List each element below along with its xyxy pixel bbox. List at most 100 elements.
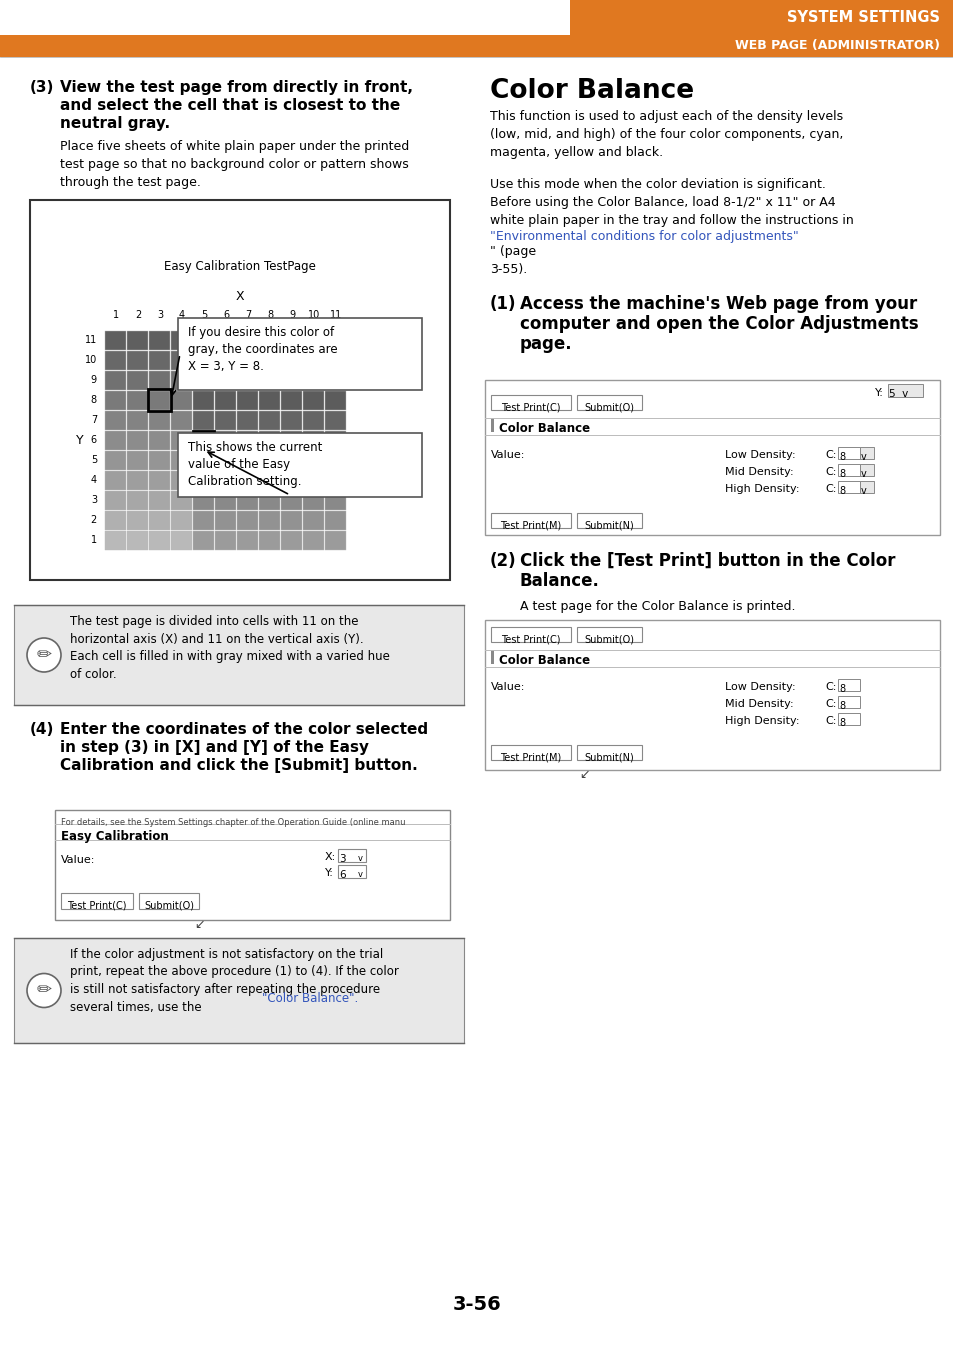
Text: Low Density:: Low Density: (724, 450, 795, 460)
Bar (837, 697, 859, 707)
Text: 7: 7 (245, 310, 251, 320)
Bar (859, 464, 873, 477)
Bar (258, 351, 280, 370)
Text: 9: 9 (289, 310, 294, 320)
Bar (325, 331, 346, 350)
Text: 3: 3 (338, 855, 345, 864)
Text: If the color adjustment is not satisfactory on the trial
print, repeat the above: If the color adjustment is not satisfact… (70, 948, 398, 1014)
Bar (214, 410, 236, 431)
Bar (171, 370, 193, 390)
Text: v: v (357, 855, 363, 863)
Text: Balance.: Balance. (519, 572, 599, 590)
Text: 4: 4 (179, 310, 185, 320)
Bar (577, 745, 641, 760)
Bar (193, 331, 214, 350)
Bar (258, 510, 280, 531)
Bar (325, 370, 346, 390)
Text: " (page
3-55).: " (page 3-55). (490, 244, 536, 275)
Bar (193, 490, 214, 510)
Text: 3-56: 3-56 (452, 1295, 501, 1314)
Text: 8: 8 (838, 452, 844, 462)
Bar (30, 200, 450, 580)
Bar (325, 510, 346, 531)
Text: Value:: Value: (491, 682, 525, 693)
Bar (281, 510, 302, 531)
Text: C:: C: (824, 450, 836, 460)
Bar (149, 390, 171, 410)
Bar (236, 410, 258, 431)
Bar (236, 531, 258, 549)
Text: 8: 8 (838, 718, 844, 728)
Text: (1): (1) (490, 296, 516, 313)
Text: C:: C: (824, 716, 836, 726)
Circle shape (27, 973, 61, 1007)
Text: 1: 1 (112, 310, 119, 320)
Bar (325, 451, 346, 470)
Bar (258, 431, 280, 450)
Bar (281, 410, 302, 431)
Text: 4: 4 (91, 475, 97, 485)
Text: Place five sheets of white plain paper under the printed
test page so that no ba: Place five sheets of white plain paper u… (60, 140, 409, 189)
Bar (105, 351, 127, 370)
Bar (127, 490, 149, 510)
Bar (193, 451, 214, 470)
Bar (214, 370, 236, 390)
Bar (325, 431, 346, 450)
Text: (3): (3) (30, 80, 54, 94)
Text: Test Print(M): Test Print(M) (500, 752, 561, 761)
Bar (149, 351, 171, 370)
Text: 6: 6 (338, 869, 345, 880)
Bar (105, 431, 127, 450)
Bar (303, 451, 324, 470)
Bar (281, 471, 302, 490)
Bar (325, 471, 346, 490)
Text: View the test page from directly in front,: View the test page from directly in fron… (60, 80, 413, 94)
Bar (281, 531, 302, 549)
Bar (236, 351, 258, 370)
Text: C:: C: (824, 485, 836, 494)
Bar (325, 410, 346, 431)
Text: 2: 2 (91, 514, 97, 525)
Text: 1: 1 (91, 535, 97, 545)
Bar (214, 431, 236, 450)
Bar (127, 331, 149, 350)
Bar (258, 451, 280, 470)
Bar (491, 418, 494, 432)
Bar (577, 396, 641, 410)
Bar (214, 510, 236, 531)
Bar (484, 379, 939, 535)
Text: "Environmental conditions for color adjustments": "Environmental conditions for color adju… (490, 230, 798, 243)
Bar (105, 331, 127, 350)
Text: (4): (4) (30, 722, 54, 737)
Text: computer and open the Color Adjustments: computer and open the Color Adjustments (519, 315, 918, 333)
Bar (859, 481, 873, 493)
Text: Easy Calibration: Easy Calibration (61, 830, 169, 842)
Bar (105, 471, 127, 490)
Text: Y: Y (76, 433, 84, 447)
Bar (193, 431, 214, 450)
Text: neutral gray.: neutral gray. (60, 116, 170, 131)
Bar (303, 351, 324, 370)
Bar (148, 389, 171, 410)
Bar (214, 351, 236, 370)
Bar (127, 390, 149, 410)
Bar (61, 892, 132, 909)
Bar (491, 513, 571, 528)
Bar (127, 370, 149, 390)
Text: 2: 2 (134, 310, 141, 320)
Bar (55, 810, 450, 919)
Bar (303, 410, 324, 431)
Bar (303, 331, 324, 350)
Text: Submit(O): Submit(O) (583, 402, 634, 412)
Bar (258, 490, 280, 510)
Bar (105, 490, 127, 510)
Text: If you desire this color of
gray, the coordinates are
X = 3, Y = 8.: If you desire this color of gray, the co… (188, 325, 337, 373)
Bar (214, 451, 236, 470)
Bar (281, 390, 302, 410)
Bar (127, 510, 149, 531)
Bar (491, 649, 494, 664)
Bar (127, 451, 149, 470)
Text: "Color Balance".: "Color Balance". (262, 991, 358, 1004)
Bar (325, 351, 346, 370)
Bar (337, 849, 366, 863)
